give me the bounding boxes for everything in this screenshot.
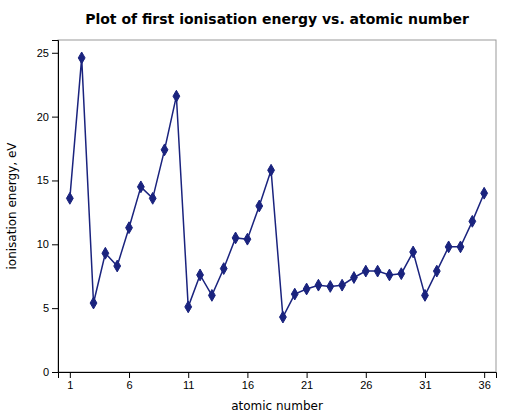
point: [362, 265, 369, 277]
point: [374, 265, 381, 277]
point: [197, 269, 204, 281]
x-axis: 16111621263136: [59, 372, 497, 391]
tick: 26: [360, 372, 372, 391]
tick-label: 10: [37, 238, 49, 250]
tick: 5: [43, 302, 58, 314]
tick: 36: [479, 372, 491, 391]
title: Plot of first ionisation energy vs. atom…: [85, 11, 469, 27]
tick-mark: [366, 372, 367, 378]
y-axis: 0 5 10 15 20 25: [37, 41, 59, 379]
tick: 10: [37, 238, 58, 250]
tick-label: 6: [126, 379, 132, 391]
axis-line: [52, 41, 59, 373]
point: [232, 232, 239, 244]
tick: 6: [126, 372, 132, 391]
tick-label: 16: [242, 379, 254, 391]
point: [102, 247, 109, 259]
point: [268, 164, 275, 176]
tick-label: 31: [419, 379, 431, 391]
point: [303, 283, 310, 295]
point: [457, 241, 464, 253]
point: [327, 281, 334, 293]
point: [422, 289, 429, 301]
tick-mark: [425, 372, 426, 378]
point: [244, 233, 251, 245]
point: [398, 268, 405, 280]
point: [410, 246, 417, 258]
tick: 11: [183, 372, 194, 391]
plot-frame: [58, 40, 496, 372]
tick: 16: [242, 372, 254, 391]
point: [256, 200, 263, 212]
y-axis-title: ionisation energy, eV: [5, 142, 19, 270]
tick-label: 0: [43, 366, 49, 378]
tick-label: 21: [301, 379, 313, 391]
tick-mark: [188, 372, 189, 378]
tick-label: 11: [183, 379, 194, 391]
tick-mark: [129, 372, 130, 378]
tick-mark: [52, 308, 58, 309]
tick-mark: [484, 372, 485, 378]
point: [220, 263, 227, 275]
tick-label: 1: [67, 379, 73, 391]
tick: 25: [37, 47, 58, 59]
tick-label: 20: [37, 111, 49, 123]
point: [469, 215, 476, 227]
tick: 0: [43, 366, 58, 378]
tick-mark: [307, 372, 308, 378]
point: [66, 192, 73, 204]
tick: 1: [67, 372, 73, 391]
point: [208, 289, 215, 301]
tick: 31: [419, 372, 431, 391]
x-axis-title: atomic number: [231, 399, 323, 413]
point: [291, 288, 298, 300]
point: [351, 272, 358, 284]
point: [386, 269, 393, 281]
point: [173, 90, 180, 102]
point: [339, 279, 346, 291]
point: [315, 279, 322, 291]
tick-label: 26: [360, 379, 372, 391]
point: [481, 187, 488, 199]
tick: 21: [301, 372, 313, 391]
point: [149, 192, 156, 204]
point: [90, 297, 97, 309]
tick-mark: [52, 53, 58, 54]
tick-mark: [70, 372, 71, 378]
point: [126, 222, 133, 234]
tick-mark: [52, 244, 58, 245]
axis-line: [59, 373, 497, 379]
point: [433, 265, 440, 277]
chart: 161116212631360510152025Plot of first io…: [0, 0, 518, 420]
point: [445, 241, 452, 253]
point: [185, 301, 192, 313]
tick: 15: [37, 174, 58, 186]
tick-mark: [52, 117, 58, 118]
point: [78, 52, 85, 64]
point: [137, 181, 144, 193]
plot: 161116212631360510152025: [37, 40, 497, 391]
line: [70, 58, 484, 317]
tick-label: 5: [43, 302, 49, 314]
tick-label: 15: [37, 174, 49, 186]
point: [161, 144, 168, 156]
tick-mark: [52, 180, 58, 181]
point: [280, 311, 287, 323]
data: [66, 52, 487, 323]
tick: 20: [37, 111, 58, 123]
tick-mark: [247, 372, 248, 378]
tick-mark: [52, 372, 58, 373]
point: [114, 260, 121, 272]
tick-label: 36: [479, 379, 491, 391]
tick-label: 25: [37, 47, 49, 59]
